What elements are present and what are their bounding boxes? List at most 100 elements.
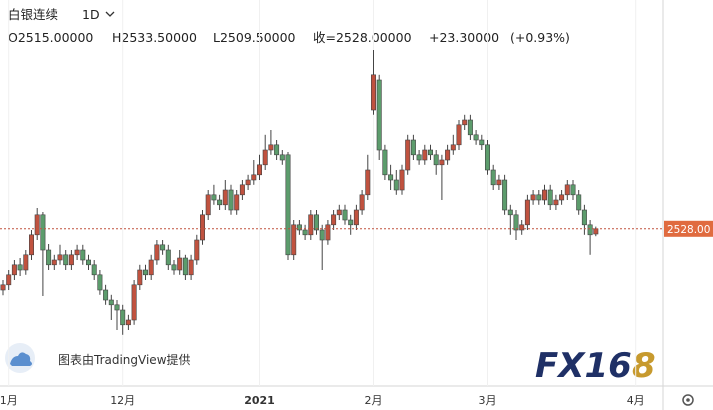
candle-body	[114, 304, 120, 311]
candle-body	[405, 139, 411, 171]
last-price-box	[664, 220, 713, 237]
candle-body	[353, 209, 359, 226]
plot	[0, 0, 637, 386]
tv-logo	[5, 343, 35, 373]
candle-body	[479, 139, 485, 146]
candle-body	[97, 274, 103, 291]
candle-body	[484, 144, 490, 171]
candle-body	[51, 259, 57, 266]
candle-body	[507, 209, 513, 216]
interval-chevron[interactable]	[105, 11, 115, 17]
candle-body	[410, 139, 416, 156]
candle-body	[200, 214, 206, 241]
candle-body	[496, 179, 502, 186]
candle-body	[467, 119, 473, 136]
candle-body	[570, 184, 576, 196]
candle-body	[433, 154, 439, 166]
candle-body	[547, 189, 553, 206]
candle-body	[524, 199, 530, 226]
candle-body	[370, 74, 376, 111]
candle-body	[28, 234, 34, 256]
candle-body	[6, 274, 12, 286]
candle-body	[279, 154, 285, 161]
ohlc-change-pct: (+0.93%)	[510, 30, 570, 45]
candle-body	[274, 144, 280, 156]
candle-body	[262, 149, 268, 166]
candle-body	[148, 259, 154, 276]
candle-body	[576, 194, 582, 211]
x-tick-label: 3月	[479, 394, 497, 407]
candle-body	[416, 154, 422, 161]
candle-body	[422, 149, 428, 161]
candle-body	[285, 154, 291, 256]
candle-body	[291, 224, 297, 256]
candle-body	[359, 194, 365, 211]
candle-body	[177, 257, 183, 271]
candle-body	[490, 169, 496, 186]
candle-body	[530, 194, 536, 201]
candle-body	[308, 214, 314, 236]
ohlc-high: H2533.50000	[112, 30, 197, 45]
candle-body	[34, 214, 40, 236]
candle-body	[376, 79, 382, 151]
x-tick-label: 2月	[365, 394, 383, 407]
candle-body	[348, 219, 354, 226]
candle-body	[234, 194, 240, 211]
candle-body	[313, 214, 319, 231]
x-tick-label: 4月	[627, 394, 645, 407]
candle-body	[473, 134, 479, 141]
candle-body	[541, 189, 547, 201]
candle-body	[365, 169, 371, 196]
candle-body	[125, 319, 131, 326]
candle-body	[439, 159, 445, 166]
candle-body	[251, 174, 257, 181]
candle-body	[302, 229, 308, 236]
candle-body	[182, 257, 188, 276]
candle-body	[268, 144, 274, 151]
candle-body	[427, 149, 433, 156]
candle-body	[456, 124, 462, 146]
settings-icon[interactable]	[682, 394, 694, 406]
candle-body	[165, 249, 171, 266]
x-tick-label: 1月	[0, 394, 18, 407]
candle-body	[120, 309, 126, 326]
candle-body	[331, 214, 337, 226]
candle-body	[342, 209, 348, 221]
candle-body	[46, 249, 52, 266]
candle-body	[245, 179, 251, 186]
candle-body	[239, 184, 245, 196]
candle-body	[188, 259, 194, 276]
candle-body	[0, 284, 6, 291]
candle-body	[553, 199, 559, 206]
candle-body	[593, 228, 599, 235]
candle-body	[131, 284, 137, 321]
candle-body	[559, 194, 565, 201]
candle-body	[445, 149, 451, 161]
candle-body	[57, 254, 63, 261]
candle-body	[143, 269, 149, 276]
logo-text: FX16	[535, 346, 632, 386]
candle-body	[63, 254, 69, 266]
candle-body	[17, 264, 23, 271]
logo-text-accent: 8	[632, 346, 656, 386]
candle-body	[68, 254, 74, 266]
candle-body	[108, 299, 114, 306]
candle-body	[564, 184, 570, 196]
candle-body	[513, 214, 519, 231]
interval[interactable]: 1D	[82, 7, 100, 22]
candle-body	[74, 249, 80, 256]
candle-body	[581, 209, 587, 226]
symbol[interactable]: 白银连续	[8, 7, 58, 22]
candle-body	[536, 194, 542, 201]
candle-body	[160, 244, 166, 251]
x-tick-label: 2021	[244, 394, 275, 407]
candle-body	[228, 189, 234, 211]
ohlc-change: +23.30000	[429, 30, 499, 45]
candle-body	[393, 179, 399, 191]
last-price-label: 2528.00	[667, 224, 710, 236]
candle-body	[194, 239, 200, 261]
candle-body	[211, 194, 217, 201]
candle-body	[382, 149, 388, 176]
